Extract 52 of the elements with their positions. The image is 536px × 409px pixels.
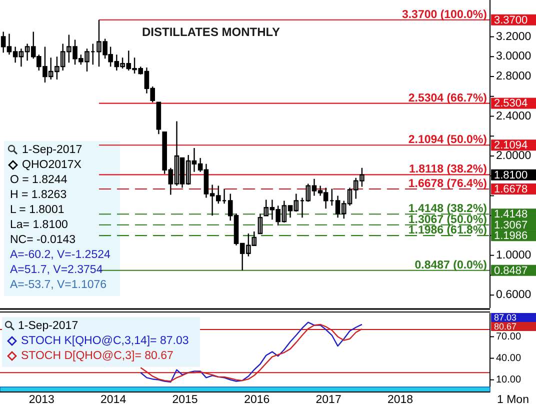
y-tick-label: 3.2000 — [496, 30, 532, 43]
annotation: La= 1.8100 — [10, 219, 68, 232]
y2-tick-label: 1.1986 — [494, 230, 528, 242]
y2-tick-label: 1.8100 — [494, 169, 528, 182]
legend-label: STOCH D[QHO@C,3]= 80.67 — [21, 350, 174, 362]
ref-line-label: 2.1094 (50.0%) — [408, 134, 488, 146]
candlestick — [330, 188, 334, 206]
ref-line-label: 1.6678 (76.4%) — [408, 178, 488, 190]
ref-line-label: 1.3067 (50.0%) — [408, 214, 488, 226]
x-tick-label: 2013 — [28, 394, 54, 406]
y-tick-label: 10.00 — [496, 374, 522, 386]
y2-tick-label: 0.8487 — [494, 264, 528, 277]
annotation: 1-Sep-2017 — [18, 320, 78, 332]
ref-line-label: 3.3700 (100.0%) — [402, 8, 488, 21]
annotation: NC= -0.0143 — [10, 234, 76, 246]
ref-line-label: 2.5304 (66.7%) — [408, 92, 488, 104]
ref-line-label: 1.1986 (61.8%) — [408, 224, 488, 237]
x-tick-label: 2014 — [100, 394, 127, 406]
text: 1 Mon — [497, 394, 529, 406]
y-tick-label: 70.00 — [496, 331, 522, 342]
y-tick-label: 40.00 — [496, 352, 522, 364]
y-tick-label: 0.6000 — [496, 289, 532, 302]
ref-line-label: 1.8118 (38.2%) — [408, 164, 488, 176]
y-tick-label: 3.0000 — [496, 50, 532, 63]
x-tick-label: 2018 — [387, 394, 414, 406]
annotation: A=-53.7, V=1.1076 — [10, 279, 107, 292]
annotation: H = 1.8263 — [10, 189, 67, 202]
x-tick-label: 2017 — [316, 394, 342, 406]
y-tick-label: 1.0000 — [496, 249, 532, 262]
legend-label: STOCH K[QHO@C,3,14]= 87.03 — [21, 335, 189, 348]
text: 87.03 — [494, 312, 517, 322]
y2-tick-label: 1.4148 — [494, 208, 528, 221]
y2-tick-label: 3.3700 — [494, 14, 528, 26]
annotation: L = 1.8001 — [10, 204, 64, 216]
annotation: O = 1.8244 — [10, 174, 68, 186]
x-tick-label: 2015 — [172, 394, 198, 406]
y-tick-label: 2.0000 — [496, 150, 532, 162]
text: DISTILLATES MONTHLY — [142, 25, 280, 39]
ref-line-label: 1.4148 (38.2%) — [408, 203, 488, 216]
text: 80.67 — [494, 321, 517, 332]
y-tick-label: 2.8000 — [496, 70, 532, 83]
y2-tick-label: 1.3067 — [494, 219, 528, 232]
annotation: A=-60.2, V=-1.2524 — [10, 249, 111, 262]
x-tick-label: 2016 — [244, 394, 270, 406]
y2-tick-label: 2.1094 — [494, 140, 528, 152]
y-tick-label: 2.4000 — [496, 110, 532, 122]
ref-line-label: 0.8487 (0.0%) — [414, 259, 488, 272]
y2-tick-label: 1.6678 — [494, 183, 528, 196]
annotation: 1-Sep-2017 — [22, 144, 82, 156]
y2-tick-label: 2.5304 — [494, 98, 528, 110]
annotation: QHO2017X — [22, 159, 82, 172]
annotation: A=51.7, V=2.3754 — [10, 264, 104, 276]
